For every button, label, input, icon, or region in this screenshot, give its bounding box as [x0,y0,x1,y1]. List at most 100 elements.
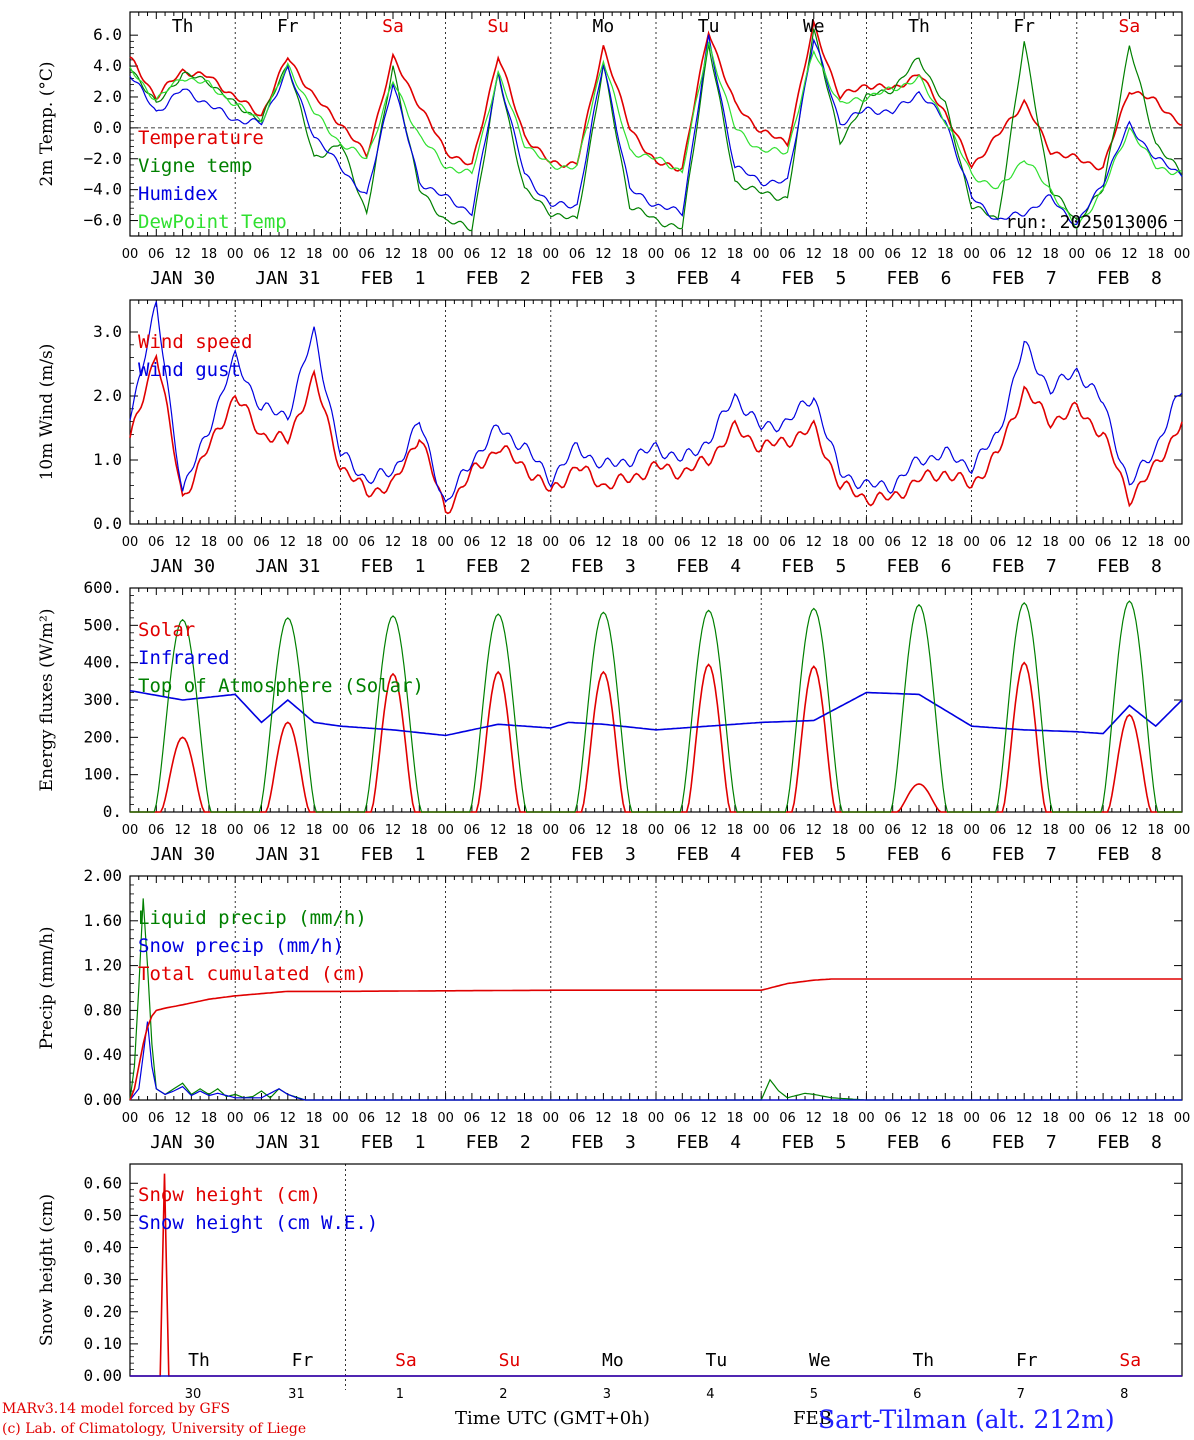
day-label: Th [172,16,194,37]
hour-label: 18 [1147,247,1164,262]
date-label: FEB 3 [571,268,636,289]
y-tick-label: 0.60 [83,1173,122,1192]
date-label: FEB 8 [1097,844,1162,865]
panel-temp: 00 06 12 18 JAN 30 00 06 12 18 JAN 31 00 06 12 18 FEB … [37,11,1190,289]
day-label: Mo [602,1350,624,1371]
hour-label: 06 [884,247,901,262]
y-axis-label: 2m Temp. (°C) [37,61,57,186]
date-label: FEB 2 [466,556,531,577]
hour-label: 00 [858,1111,875,1126]
legend-entry: DewPoint Temp [138,211,287,233]
date-label: FEB 1 [360,268,425,289]
date-label: JAN 31 [255,844,320,865]
date-label: FEB 6 [886,268,951,289]
hour-label: 18 [411,247,428,262]
date-label: FEB 4 [676,1132,741,1153]
hour-label: 12 [911,247,928,262]
legend-entry: Liquid precip (mm/h) [138,907,367,929]
y-tick-label: 0.50 [83,1205,122,1224]
hour-label: 00 [437,823,454,838]
day-label: We [809,1350,831,1371]
footer-line-1: MARv3.14 model forced by GFS [2,1401,230,1417]
y-tick-label: 0.40 [83,1238,122,1257]
hour-label: 18 [306,247,323,262]
hour-label: 06 [569,535,586,550]
hour-label: 12 [806,1111,823,1126]
hour-label: 00 [753,1111,770,1126]
hour-label: 18 [201,247,218,262]
date-label: FEB 6 [886,844,951,865]
hour-label: 00 [227,1111,244,1126]
day-label: Th [912,1350,934,1371]
hour-label: 18 [727,247,744,262]
hour-label: 00 [437,535,454,550]
hour-label: 06 [779,823,796,838]
y-tick-label: 300. [83,690,122,709]
day-label: Sa [382,16,404,37]
date-label: JAN 30 [150,268,215,289]
hour-label: 18 [1042,247,1059,262]
hour-label: 12 [911,823,928,838]
hour-label: 06 [358,1111,375,1126]
day-label: Su [499,1350,521,1371]
hour-label: 12 [1016,823,1033,838]
hour-label: 00 [963,535,980,550]
date-label: FEB 1 [360,844,425,865]
day-label: Fr [1013,16,1035,37]
series-line-wind-speed [129,353,1183,515]
y-tick-label: 0.40 [83,1045,122,1064]
date-label: JAN 31 [255,556,320,577]
hour-label: 06 [148,823,165,838]
hour-label: 18 [832,823,849,838]
hour-label: 12 [174,535,191,550]
hour-label: 00 [543,247,560,262]
hour-label: 06 [464,1111,481,1126]
hour-label: 12 [385,1111,402,1126]
hour-label: 06 [990,535,1007,550]
date-label: FEB 2 [466,844,531,865]
hour-label: 18 [727,823,744,838]
y-tick-label: −2.0 [83,149,122,168]
hour-label: 18 [937,1111,954,1126]
day-number: 2 [499,1387,507,1402]
y-tick-label: 1.0 [93,450,122,469]
day-label: Fr [1016,1350,1038,1371]
hour-label: 12 [595,1111,612,1126]
hour-label: 06 [569,823,586,838]
hour-label: 00 [753,247,770,262]
hour-label: 06 [884,1111,901,1126]
hour-label: 18 [516,823,533,838]
date-label: JAN 30 [150,556,215,577]
hour-label: 06 [674,535,691,550]
y-tick-label: 0.10 [83,1334,122,1353]
hour-label: 00 [543,1111,560,1126]
series-line-temperature [129,19,1183,172]
hour-label: 18 [411,1111,428,1126]
day-label: Th [908,16,930,37]
hour-label: 18 [1147,1111,1164,1126]
day-label: Tu [706,1350,728,1371]
date-label: FEB 4 [676,268,741,289]
panel-flux: 00 06 12 18 JAN 30 00 06 12 18 JAN 31 00 06 12 18 FEB … [37,578,1190,865]
hour-label: 06 [464,247,481,262]
day-number: 7 [1017,1387,1025,1402]
hour-label: 18 [832,535,849,550]
hour-label: 12 [1016,247,1033,262]
hour-label: 00 [963,247,980,262]
date-label: FEB 8 [1097,1132,1162,1153]
hour-label: 18 [621,247,638,262]
series-line-vigne-temp [129,28,1183,232]
y-tick-label: 1.20 [83,956,122,975]
date-label: FEB 5 [781,1132,846,1153]
hour-label: 12 [490,535,507,550]
hour-label: 18 [1147,823,1164,838]
date-label: FEB 2 [466,1132,531,1153]
series-line-dewpoint-temp [129,41,1183,230]
date-label: FEB 5 [781,844,846,865]
day-number: 31 [288,1387,305,1402]
date-label: FEB 8 [1097,268,1162,289]
hour-label: 06 [148,535,165,550]
date-label: FEB 5 [781,268,846,289]
hour-label: 06 [674,247,691,262]
hour-label: 18 [201,823,218,838]
